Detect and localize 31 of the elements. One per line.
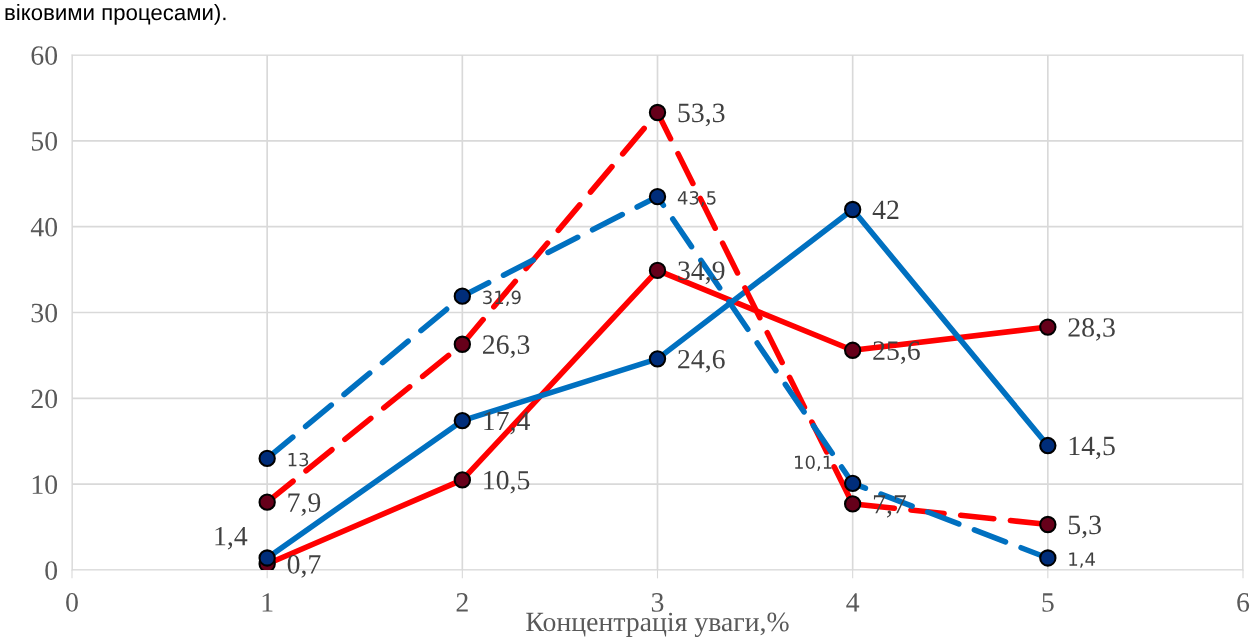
y-tick-label: 60 <box>31 46 58 65</box>
data-label: 25,6 <box>873 341 920 364</box>
x-tick-label: 0 <box>66 593 78 612</box>
text: віковими процесами). <box>5 4 226 25</box>
x-tick-label: 6 <box>1237 593 1250 612</box>
data-label: 1,4 <box>215 526 248 550</box>
x-tick-label: 3 <box>651 593 664 612</box>
y-tick-label: 50 <box>31 132 58 151</box>
y-tick-label: 0 <box>45 561 58 580</box>
y-tick-label: 30 <box>31 303 58 323</box>
data-label: 1,4 <box>1069 552 1095 568</box>
x-tick-label: 4 <box>846 593 860 612</box>
data-label: 24,6 <box>678 349 725 373</box>
data-label: 7,9 <box>288 493 321 516</box>
data-label: 10,5 <box>484 470 530 494</box>
y-tick-label: 40 <box>30 217 58 237</box>
y-tick-label: 10 <box>32 475 58 495</box>
y-tick-label: 20 <box>31 389 58 409</box>
data-label: 10,1 <box>795 455 832 471</box>
x-axis-title: Концентрація уваги,% <box>526 612 789 637</box>
data-label: 26,3 <box>483 335 530 358</box>
data-label: 14,5 <box>1069 436 1115 460</box>
data-label: 0,7 <box>287 554 321 578</box>
data-label: 5,3 <box>1068 515 1101 539</box>
data-label: 28,3 <box>1068 318 1115 341</box>
data-label: 53,3 <box>678 103 725 127</box>
x-tick-label: 2 <box>456 593 468 612</box>
x-tick-label: 1 <box>262 593 273 612</box>
x-tick-label: 5 <box>1042 593 1054 612</box>
data-label: 13 <box>288 452 309 467</box>
data-label: 42 <box>872 200 899 219</box>
